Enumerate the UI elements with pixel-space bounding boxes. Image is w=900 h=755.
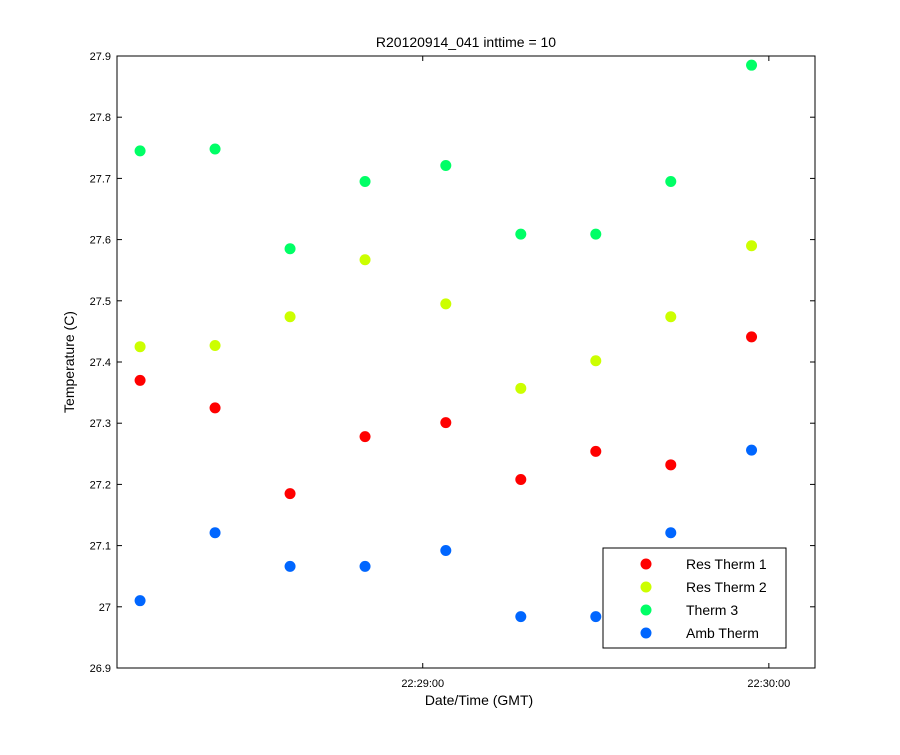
y-tick-label: 27.8 <box>90 112 111 124</box>
legend-marker <box>640 604 652 616</box>
point-amb-therm <box>590 611 602 623</box>
point-amb-therm <box>209 527 221 539</box>
legend-box <box>602 547 787 649</box>
point-res-therm-1 <box>590 445 602 457</box>
point-res-therm-2 <box>209 339 221 351</box>
y-tick-label: 27.3 <box>90 418 111 430</box>
legend-label: Amb Therm <box>686 625 759 641</box>
y-tick-label: 27.7 <box>90 173 111 185</box>
point-res-therm-2 <box>134 341 146 353</box>
point-res-therm-2 <box>665 311 677 323</box>
point-res-therm-1 <box>665 459 677 471</box>
point-res-therm-1 <box>134 374 146 386</box>
legend-marker <box>640 558 652 570</box>
point-res-therm-2 <box>359 254 371 266</box>
y-tick-label: 27 <box>99 602 111 614</box>
y-tick-label: 27.2 <box>90 479 111 491</box>
x-axis-label: Date/Time (GMT) <box>425 692 533 708</box>
point-amb-therm <box>134 595 146 607</box>
point-therm-3 <box>209 143 221 155</box>
point-therm-3 <box>665 175 677 187</box>
y-axis-label: Temperature (C) <box>61 311 77 413</box>
y-tick-label: 27.9 <box>90 51 111 63</box>
point-therm-3 <box>134 145 146 157</box>
point-res-therm-1 <box>209 402 221 414</box>
legend-marker <box>640 627 652 639</box>
chart-title: R20120914_041 inttime = 10 <box>376 34 556 50</box>
point-res-therm-2 <box>515 382 527 394</box>
point-res-therm-1 <box>440 417 452 429</box>
point-therm-3 <box>515 228 527 240</box>
x-tick-label: 22:30:00 <box>747 678 790 690</box>
legend-label: Therm 3 <box>686 602 738 618</box>
point-amb-therm <box>440 544 452 556</box>
legend: Res Therm 1 Res Therm 2 Therm 3 Amb Therm <box>602 547 787 649</box>
point-res-therm-2 <box>440 298 452 310</box>
y-tick-label: 27.4 <box>90 357 111 369</box>
axis-ticks: 26.9 27 27.1 27.2 27.3 27.4 27.5 27.6 27.7 27.8 27… <box>90 51 815 690</box>
data-points <box>134 59 758 623</box>
y-tick-label: 27.5 <box>90 296 111 308</box>
point-amb-therm <box>746 444 758 456</box>
point-therm-3 <box>746 59 758 71</box>
point-res-therm-2 <box>590 355 602 367</box>
point-amb-therm <box>515 611 527 623</box>
point-res-therm-2 <box>746 240 758 252</box>
legend-label: Res Therm 2 <box>686 579 767 595</box>
y-tick-label: 26.9 <box>90 663 111 675</box>
point-res-therm-1 <box>746 331 758 343</box>
point-res-therm-1 <box>359 431 371 443</box>
point-therm-3 <box>590 228 602 240</box>
point-amb-therm <box>665 527 677 539</box>
y-tick-label: 27.1 <box>90 541 111 553</box>
legend-label: Res Therm 1 <box>686 556 767 572</box>
point-res-therm-1 <box>284 488 296 500</box>
point-therm-3 <box>359 175 371 187</box>
point-amb-therm <box>284 560 296 572</box>
y-tick-label: 27.6 <box>90 235 111 247</box>
point-res-therm-2 <box>284 311 296 323</box>
point-therm-3 <box>440 160 452 172</box>
legend-marker <box>640 581 652 593</box>
point-res-therm-1 <box>515 474 527 486</box>
point-amb-therm <box>359 560 371 572</box>
x-tick-label: 22:29:00 <box>401 678 444 690</box>
point-therm-3 <box>284 243 296 255</box>
